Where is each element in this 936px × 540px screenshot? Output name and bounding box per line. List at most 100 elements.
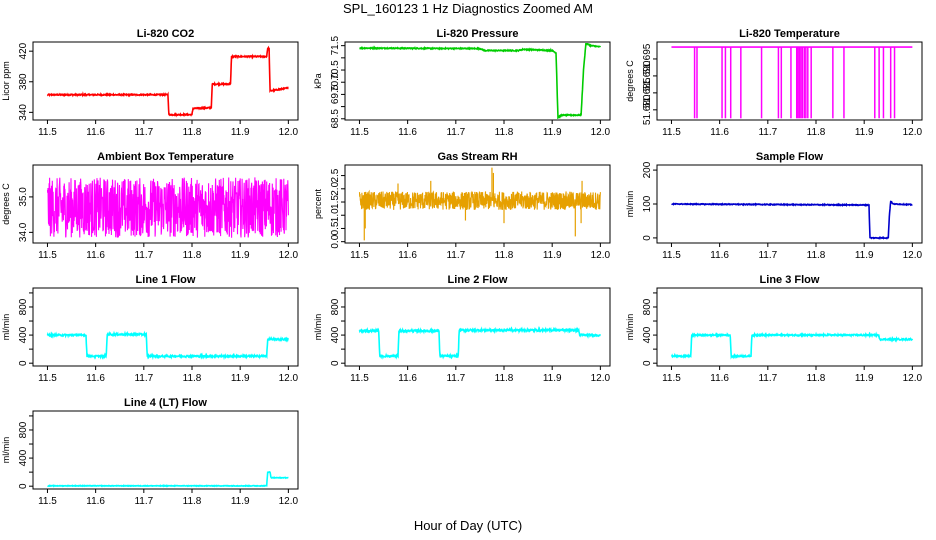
figure-title: SPL_160123 1 Hz Diagnostics Zoomed AM	[342, 1, 594, 16]
x-tick-label: 11.7	[758, 250, 777, 261]
y-axis-label: ml/min	[1, 437, 11, 464]
x-tick-label: 11.8	[183, 496, 202, 507]
x-tick-label: 11.6	[86, 496, 105, 507]
plot-frame	[656, 287, 923, 367]
series-line	[671, 200, 913, 241]
x-tick-label: 11.5	[38, 250, 57, 261]
x-tick-label: 11.7	[446, 373, 465, 384]
y-tick-label: 0	[642, 235, 653, 241]
y-axis-label: ml/min	[625, 191, 635, 218]
x-tick-label: 12.0	[279, 373, 299, 384]
y-tick-label: 800	[642, 298, 653, 315]
chart-panel-1: Li-820 CO2 11.5 11.6 11.7 11.8 11.9 12.0 340 380…	[1, 28, 299, 138]
y-tick-label: 71.5	[330, 35, 341, 55]
chart-panel-9: Line 3 Flow 11.5 11.6 11.7 11.8 11.9 12.0 0 400 8…	[625, 274, 923, 384]
y-tick-label: 400	[18, 326, 29, 343]
y-tick-label: 200	[642, 161, 653, 178]
x-tick-label: 11.9	[543, 127, 562, 138]
y-tick-label: 400	[642, 326, 653, 343]
panel-title: Gas Stream RH	[437, 151, 517, 163]
x-tick-label: 11.5	[38, 496, 57, 507]
x-tick-label: 11.9	[543, 250, 562, 261]
x-tick-label: 11.5	[662, 127, 681, 138]
y-tick-label: 34.0	[18, 222, 29, 242]
x-tick-label: 11.7	[758, 373, 777, 384]
x-tick-label: 11.6	[398, 127, 417, 138]
y-tick-label: 51.680	[642, 94, 653, 125]
figure-x-axis-label: Hour of Day (UTC)	[413, 518, 523, 533]
x-tick-label: 11.5	[350, 373, 369, 384]
x-tick-label: 12.0	[279, 496, 299, 507]
x-tick-label: 11.6	[86, 373, 105, 384]
y-tick-label: 1.5	[330, 195, 341, 209]
y-tick-label: 100	[642, 195, 653, 212]
x-tick-label: 11.8	[495, 127, 514, 138]
chart-panel-5: Gas Stream RH 11.5 11.6 11.7 11.8 11.9 12.0 0.0…	[313, 151, 611, 261]
y-axis-label: degrees C	[625, 60, 635, 102]
x-tick-label: 12.0	[591, 373, 611, 384]
plot-frame	[344, 164, 611, 244]
chart-panel-8: Line 2 Flow 11.5 11.6 11.7 11.8 11.9 12.0 0 400 8…	[313, 274, 611, 384]
y-axis-label: degrees C	[1, 183, 11, 225]
y-tick-label: 400	[330, 326, 341, 343]
x-tick-label: 11.8	[183, 127, 202, 138]
y-tick-label: 0	[330, 360, 341, 366]
series-line	[358, 326, 602, 360]
plot-frame	[32, 164, 299, 244]
x-tick-label: 11.9	[855, 250, 874, 261]
y-tick-label: 340	[18, 104, 29, 121]
y-axis-label: percent	[313, 188, 323, 219]
x-tick-label: 11.5	[38, 127, 57, 138]
plot-frame	[32, 287, 299, 367]
y-tick-label: 400	[18, 449, 29, 466]
y-tick-label: 2.5	[330, 168, 341, 182]
panel-title: Li-820 Temperature	[739, 28, 840, 40]
series-line	[358, 189, 601, 211]
y-axis-label: ml/min	[625, 314, 635, 341]
y-axis-label: ml/min	[313, 314, 323, 341]
y-tick-label: 68.5	[330, 109, 341, 129]
chart-panel-2: Li-820 Pressure 11.5 11.6 11.7 11.8 11.9 12.0 6…	[313, 28, 611, 138]
x-tick-label: 12.0	[903, 127, 923, 138]
x-tick-label: 11.7	[134, 496, 153, 507]
series-line	[46, 45, 289, 118]
panel-title: Line 4 (LT) Flow	[124, 397, 207, 409]
x-tick-label: 11.6	[710, 127, 729, 138]
panel-title: Line 2 Flow	[448, 274, 508, 286]
chart-panel-7: Line 1 Flow 11.5 11.6 11.7 11.8 11.9 12.0 0 400 8…	[1, 274, 299, 384]
series-line	[47, 470, 289, 488]
y-tick-label: 0.5	[330, 221, 341, 235]
x-tick-label: 11.6	[710, 373, 729, 384]
chart-panel-10: Line 4 (LT) Flow 11.5 11.6 11.7 11.8 11.9 12.0…	[1, 397, 299, 507]
y-axis-label: kPa	[313, 73, 323, 89]
y-tick-label: 420	[18, 42, 29, 59]
y-tick-label: 800	[18, 298, 29, 315]
series-line	[46, 330, 289, 361]
y-tick-label: 1.0	[330, 208, 341, 222]
x-tick-label: 12.0	[279, 250, 299, 261]
chart-panel-4: Ambient Box Temperature 11.5 11.6 11.7 11.8 1…	[1, 151, 299, 261]
x-tick-label: 11.7	[446, 250, 465, 261]
y-tick-label: 51.695	[642, 43, 653, 74]
chart-panel-3: Li-820 Temperature 11.5 11.6 11.7 11.8 11.9 12…	[625, 28, 923, 138]
x-tick-label: 11.8	[807, 250, 826, 261]
series-line	[359, 43, 602, 119]
y-axis-label: ml/min	[1, 314, 11, 341]
y-tick-label: 69.5	[330, 84, 341, 104]
plot-frame	[344, 287, 611, 367]
x-tick-label: 11.8	[183, 373, 202, 384]
series-line	[670, 331, 914, 360]
panel-title: Li-820 CO2	[137, 28, 194, 40]
x-tick-label: 11.7	[134, 250, 153, 261]
x-tick-label: 11.9	[231, 373, 250, 384]
x-tick-label: 11.6	[710, 250, 729, 261]
y-tick-label: 800	[330, 298, 341, 315]
x-tick-label: 11.9	[231, 250, 250, 261]
x-tick-label: 11.9	[855, 127, 874, 138]
x-tick-label: 11.7	[134, 127, 153, 138]
x-tick-label: 11.9	[855, 373, 874, 384]
y-tick-label: 35.0	[18, 187, 29, 207]
x-tick-label: 11.8	[807, 373, 826, 384]
x-tick-label: 12.0	[279, 127, 299, 138]
x-tick-label: 11.6	[86, 250, 105, 261]
